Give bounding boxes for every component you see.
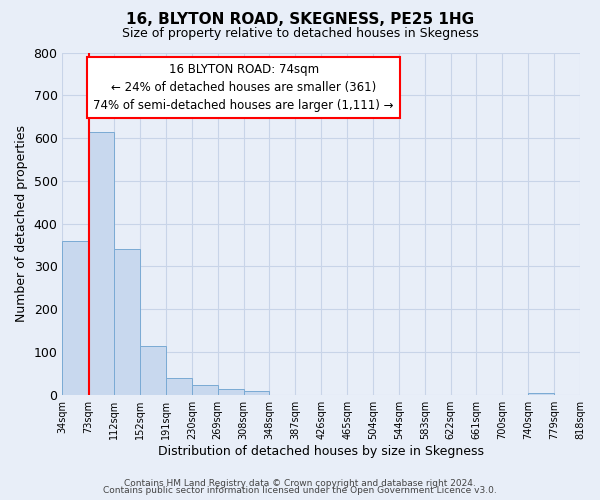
Bar	[166, 378, 192, 394]
Bar	[244, 392, 269, 394]
Bar	[140, 346, 166, 395]
Bar	[62, 240, 88, 394]
Text: Contains HM Land Registry data © Crown copyright and database right 2024.: Contains HM Land Registry data © Crown c…	[124, 478, 476, 488]
Text: 16 BLYTON ROAD: 74sqm
← 24% of detached houses are smaller (361)
74% of semi-det: 16 BLYTON ROAD: 74sqm ← 24% of detached …	[94, 63, 394, 112]
Bar	[528, 392, 554, 394]
Bar	[192, 386, 218, 394]
Text: 16, BLYTON ROAD, SKEGNESS, PE25 1HG: 16, BLYTON ROAD, SKEGNESS, PE25 1HG	[126, 12, 474, 28]
Bar	[88, 132, 114, 394]
X-axis label: Distribution of detached houses by size in Skegness: Distribution of detached houses by size …	[158, 444, 484, 458]
Y-axis label: Number of detached properties: Number of detached properties	[15, 125, 28, 322]
Text: Contains public sector information licensed under the Open Government Licence v3: Contains public sector information licen…	[103, 486, 497, 495]
Bar	[218, 388, 244, 394]
Bar	[114, 250, 140, 394]
Text: Size of property relative to detached houses in Skegness: Size of property relative to detached ho…	[122, 28, 478, 40]
